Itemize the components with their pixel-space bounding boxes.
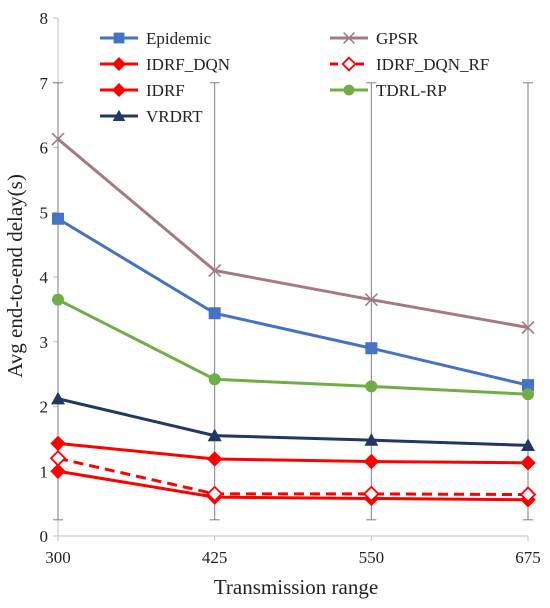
data-point xyxy=(520,455,536,471)
legend: Epidemic GPSR IDRF_DQN IDRF_DQN_RF IDRF TDRL-… xyxy=(100,29,489,126)
legend-entry: VRDRT xyxy=(100,107,203,126)
data-point xyxy=(522,388,534,401)
series-line xyxy=(57,397,529,447)
x-tick-label: 675 xyxy=(515,548,541,567)
legend-label: GPSR xyxy=(376,29,419,48)
legend-label: VRDRT xyxy=(146,107,203,126)
legend-swatch-marker xyxy=(111,82,127,98)
chart-axes xyxy=(57,18,528,537)
data-point xyxy=(52,212,64,225)
series-vrdrt xyxy=(51,391,535,451)
series-epidemic xyxy=(52,212,534,392)
data-point xyxy=(51,391,65,405)
y-tick-label: 6 xyxy=(40,139,49,158)
data-point xyxy=(207,428,222,442)
legend-label: IDRF_DQN xyxy=(146,55,230,74)
y-axis-ticks: 0 1 2 3 4 5 6 7 8 xyxy=(40,9,58,546)
legend-swatch-marker xyxy=(343,32,355,44)
x-tick-label: 300 xyxy=(45,548,71,567)
legend-entry: IDRF xyxy=(100,81,185,100)
series-idrf-dqn-rf xyxy=(49,450,537,503)
y-tick-label: 3 xyxy=(40,333,49,352)
y-tick-label: 1 xyxy=(40,462,49,481)
error-bars xyxy=(53,82,533,521)
data-point xyxy=(52,293,64,306)
legend-swatch-marker xyxy=(111,56,127,72)
legend-entry: TDRL-RP xyxy=(330,81,447,100)
x-axis-title: Transmission range xyxy=(214,575,378,599)
y-tick-label: 5 xyxy=(40,203,49,222)
legend-entry: IDRF_DQN_RF xyxy=(330,55,489,74)
series-line xyxy=(57,469,529,502)
x-axis-ticks: 300 425 550 675 xyxy=(45,536,541,567)
data-point xyxy=(365,342,378,355)
data-point xyxy=(50,463,66,479)
series-idrf xyxy=(50,435,536,471)
data-point xyxy=(208,307,221,320)
legend-label: IDRF_DQN_RF xyxy=(376,55,489,74)
data-point xyxy=(49,450,67,467)
y-tick-label: 8 xyxy=(40,9,49,28)
data-point xyxy=(363,485,380,503)
legend-label: Epidemic xyxy=(146,29,212,48)
series-line xyxy=(57,298,529,396)
series-idrf-dqn xyxy=(50,463,536,508)
y-tick-label: 7 xyxy=(40,74,49,93)
series-gpsr xyxy=(51,132,535,335)
legend-label: IDRF xyxy=(146,81,185,100)
data-point xyxy=(521,438,535,451)
data-point xyxy=(208,263,222,278)
data-point xyxy=(522,379,534,392)
series-line xyxy=(57,137,529,329)
data-point xyxy=(521,320,535,335)
series-line xyxy=(57,217,529,387)
legend-swatch-marker xyxy=(112,109,126,122)
data-point xyxy=(519,486,537,503)
y-tick-label: 2 xyxy=(40,398,49,417)
series-line xyxy=(57,441,529,465)
series-tdrl-rp xyxy=(52,293,534,401)
x-tick-label: 550 xyxy=(359,548,385,567)
legend-swatch-marker xyxy=(113,32,125,44)
data-point xyxy=(208,373,221,386)
data-point xyxy=(51,132,65,146)
data-point xyxy=(50,435,66,452)
y-axis-title: Avg end-to-end delay(s) xyxy=(3,174,27,378)
legend-swatch-marker xyxy=(341,56,357,72)
x-tick-label: 425 xyxy=(202,548,228,567)
legend-label: TDRL-RP xyxy=(376,81,447,100)
legend-entry: GPSR xyxy=(330,29,419,48)
y-tick-label: 0 xyxy=(40,527,49,546)
y-tick-label: 4 xyxy=(40,268,49,287)
data-point xyxy=(206,451,223,467)
data-point xyxy=(364,433,379,446)
data-point xyxy=(365,380,378,393)
data-point xyxy=(364,293,378,307)
legend-entry: Epidemic xyxy=(100,29,212,48)
legend-entry: IDRF_DQN xyxy=(100,55,230,74)
data-point xyxy=(363,453,380,470)
data-point xyxy=(206,485,223,503)
series-line xyxy=(57,456,529,497)
legend-swatch-marker xyxy=(343,84,355,96)
series-layer xyxy=(49,132,537,508)
